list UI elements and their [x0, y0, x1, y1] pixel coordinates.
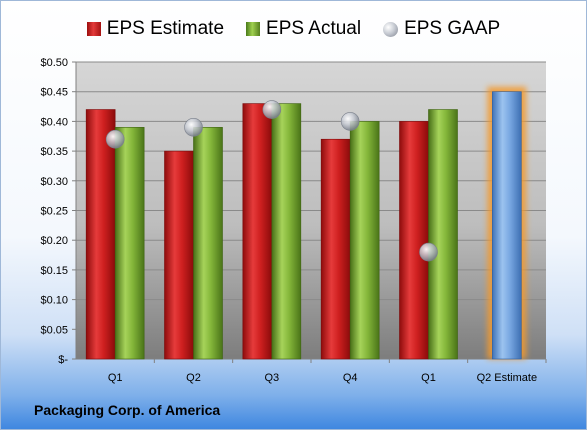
bar-eps-actual: [193, 127, 223, 360]
y-tick-label: $0.50: [40, 57, 68, 69]
legend-swatch-estimate: [86, 22, 101, 36]
y-tick-label: $0.10: [40, 295, 68, 307]
x-tick-label: Q2 Estimate: [477, 372, 538, 384]
bar-eps-estimate: [85, 109, 116, 360]
bar-eps-actual: [428, 109, 458, 360]
legend-label-gaap: EPS GAAP: [404, 18, 501, 39]
y-tick-label: $0.40: [40, 116, 68, 128]
x-tick-label: Q2: [186, 372, 201, 384]
company-name: Packaging Corp. of America: [34, 402, 221, 418]
bar-eps-estimate: [399, 121, 429, 360]
bar-eps-estimate: [320, 138, 351, 360]
y-tick-label: $0.45: [40, 87, 68, 99]
y-tick-label: $0.35: [40, 146, 68, 158]
y-tick-label: $0.30: [40, 176, 68, 188]
legend-item-actual: EPS Actual: [246, 18, 361, 40]
legend-swatch-actual: [246, 22, 261, 36]
point-eps-gaap: [262, 100, 282, 119]
x-tick-label: Q1: [108, 372, 123, 384]
bar-eps-estimate: [242, 103, 273, 360]
legend-item-estimate: EPS Estimate: [86, 18, 225, 40]
point-eps-gaap: [419, 242, 438, 262]
bar-eps-actual: [271, 103, 302, 360]
point-eps-gaap: [105, 129, 125, 149]
bar-eps-actual: [349, 121, 380, 360]
bar-eps-actual: [114, 127, 145, 360]
legend: EPS Estimate EPS Actual EPS GAAP: [0, 14, 587, 44]
bar-projected-estimate: [492, 91, 522, 360]
y-tick-label: $0.15: [40, 265, 68, 277]
bar-eps-estimate: [164, 150, 194, 360]
point-eps-gaap: [340, 112, 360, 131]
legend-label-estimate: EPS Estimate: [106, 18, 225, 39]
y-tick-label: $0.20: [40, 235, 68, 247]
x-tick-label: Q3: [264, 372, 279, 384]
point-eps-gaap: [184, 118, 203, 137]
x-tick-label: Q4: [343, 372, 358, 384]
legend-swatch-gaap: [383, 21, 399, 37]
x-tick-label: Q1: [421, 372, 436, 384]
legend-item-gaap: EPS GAAP: [383, 18, 500, 40]
y-tick-label: $-: [58, 354, 68, 366]
y-tick-label: $0.25: [40, 206, 68, 218]
legend-label-actual: EPS Actual: [266, 18, 362, 39]
y-tick-label: $0.05: [40, 324, 68, 336]
